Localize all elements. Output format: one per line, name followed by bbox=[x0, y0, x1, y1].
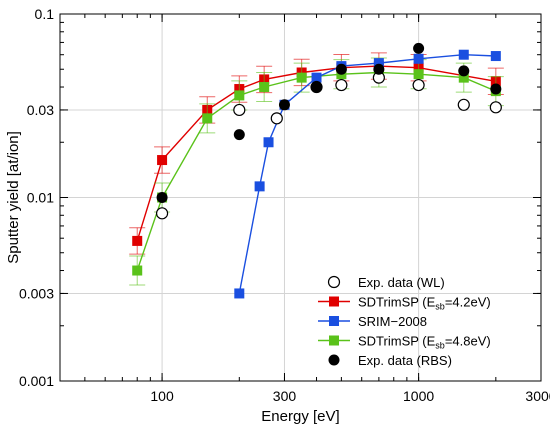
data-point bbox=[413, 42, 425, 54]
data-point bbox=[489, 101, 502, 114]
y-tick-label: 0.03 bbox=[27, 102, 54, 118]
legend-marker bbox=[328, 354, 340, 366]
data-point bbox=[335, 78, 348, 92]
data-point bbox=[234, 90, 245, 101]
data-point bbox=[311, 72, 322, 83]
data-point bbox=[412, 78, 425, 92]
data-point bbox=[413, 69, 424, 80]
legend-label: Exp. data (RBS) bbox=[358, 353, 452, 368]
x-tick-label: 300 bbox=[273, 388, 297, 404]
x-axis-title: Energy [eV] bbox=[261, 408, 339, 425]
series-exp-data-wl bbox=[155, 71, 502, 220]
data-point bbox=[458, 65, 470, 77]
legend-label: Exp. data (WL) bbox=[358, 275, 445, 290]
series-layer bbox=[129, 42, 504, 299]
legend-marker bbox=[329, 296, 339, 307]
legend-entry-exp-data-rbs: Exp. data (RBS) bbox=[328, 353, 452, 368]
data-point bbox=[157, 155, 168, 166]
data-point bbox=[132, 235, 143, 246]
data-point bbox=[296, 72, 307, 83]
data-point bbox=[254, 181, 265, 192]
legend-entry-sdtrimsp-esb-4-2ev: SDTrimSP (Esb=4.2eV) bbox=[318, 295, 491, 312]
legend-entry-srim-2008: SRIM−2008 bbox=[318, 314, 427, 329]
y-tick-label: 0.01 bbox=[27, 190, 54, 206]
y-tick-label: 0.1 bbox=[35, 6, 55, 22]
series-line bbox=[136, 65, 496, 242]
data-point bbox=[233, 103, 246, 117]
data-point bbox=[457, 98, 470, 111]
data-point bbox=[156, 192, 168, 203]
data-point bbox=[458, 49, 469, 60]
data-point bbox=[233, 129, 245, 141]
data-point bbox=[373, 58, 384, 69]
data-point bbox=[490, 51, 501, 62]
series-line bbox=[136, 71, 497, 271]
series-exp-data-rbs bbox=[156, 42, 502, 203]
data-point bbox=[263, 137, 274, 148]
x-tick-label: 1000 bbox=[403, 388, 434, 404]
x-tick-label: 100 bbox=[150, 388, 174, 404]
legend-label: SDTrimSP (Esb=4.2eV) bbox=[358, 295, 491, 312]
data-point bbox=[132, 265, 143, 276]
legend-label: SDTrimSP (Esb=4.8eV) bbox=[358, 334, 491, 351]
y-axis-title: Sputter yield [at/ion] bbox=[5, 131, 22, 264]
data-point bbox=[311, 81, 323, 93]
legend-label: SRIM−2008 bbox=[358, 314, 427, 329]
legend-entry-sdtrimsp-esb-4-8ev: SDTrimSP (Esb=4.8eV) bbox=[318, 334, 491, 351]
legend-marker bbox=[329, 316, 339, 326]
data-point bbox=[259, 82, 270, 93]
data-point bbox=[202, 113, 213, 124]
series-srim-2008 bbox=[234, 49, 501, 299]
y-tick-label: 0.003 bbox=[19, 285, 54, 301]
data-point bbox=[278, 99, 290, 111]
series-line bbox=[238, 53, 496, 294]
data-point bbox=[458, 72, 469, 83]
legend-entry-exp-data-wl: Exp. data (WL) bbox=[327, 275, 445, 290]
data-point bbox=[234, 288, 245, 299]
data-point bbox=[490, 83, 502, 95]
data-point bbox=[335, 63, 347, 75]
data-point bbox=[270, 112, 283, 125]
data-point bbox=[413, 53, 424, 64]
legend: Exp. data (WL) SDTrimSP (Esb=4.2eV) SRIM−2… bbox=[318, 275, 491, 368]
data-point bbox=[373, 63, 385, 75]
legend-marker bbox=[329, 335, 339, 346]
legend-marker bbox=[327, 275, 341, 289]
data-point bbox=[155, 207, 169, 220]
y-tick-label: 0.001 bbox=[19, 373, 54, 389]
